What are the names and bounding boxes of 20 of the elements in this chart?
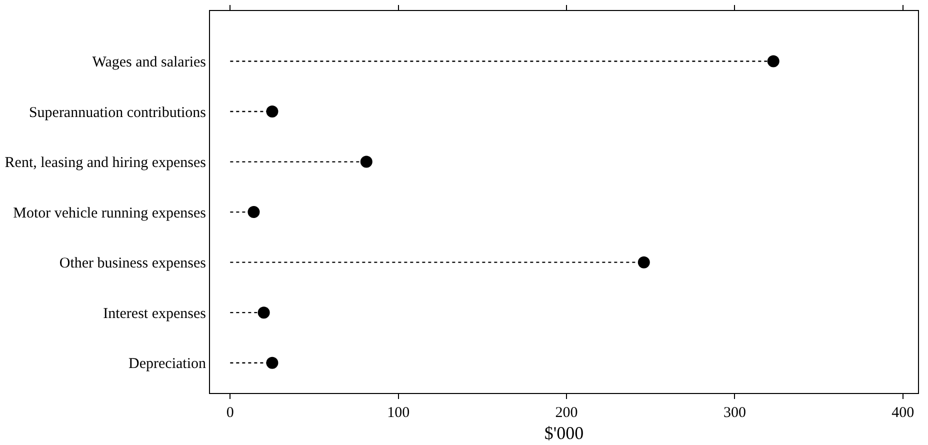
point [248,206,260,218]
x-tick-label: 0 [226,405,234,421]
y-tick-label: Superannuation contributions [28,104,206,121]
point [258,306,270,319]
x-axis-title: $'000 [544,423,584,444]
y-tick-label: Interest expenses [103,306,206,322]
y-tick-label: Rent, leasing and hiring expenses [4,155,206,172]
y-tick-label: Wages and salaries [92,54,206,71]
point [266,106,278,118]
point [767,55,780,68]
x-tick-label: 300 [723,405,746,421]
point [266,356,278,369]
x-tick-label: 100 [387,405,410,421]
point [638,256,650,268]
x-tick-label: 400 [892,405,914,421]
y-tick-label: Other business expenses [59,256,206,272]
x-tick-label: 200 [555,405,578,421]
y-tick-label: Motor vehicle running expenses [13,205,206,222]
y-tick-label: Depreciation [128,356,206,372]
point [360,156,372,168]
